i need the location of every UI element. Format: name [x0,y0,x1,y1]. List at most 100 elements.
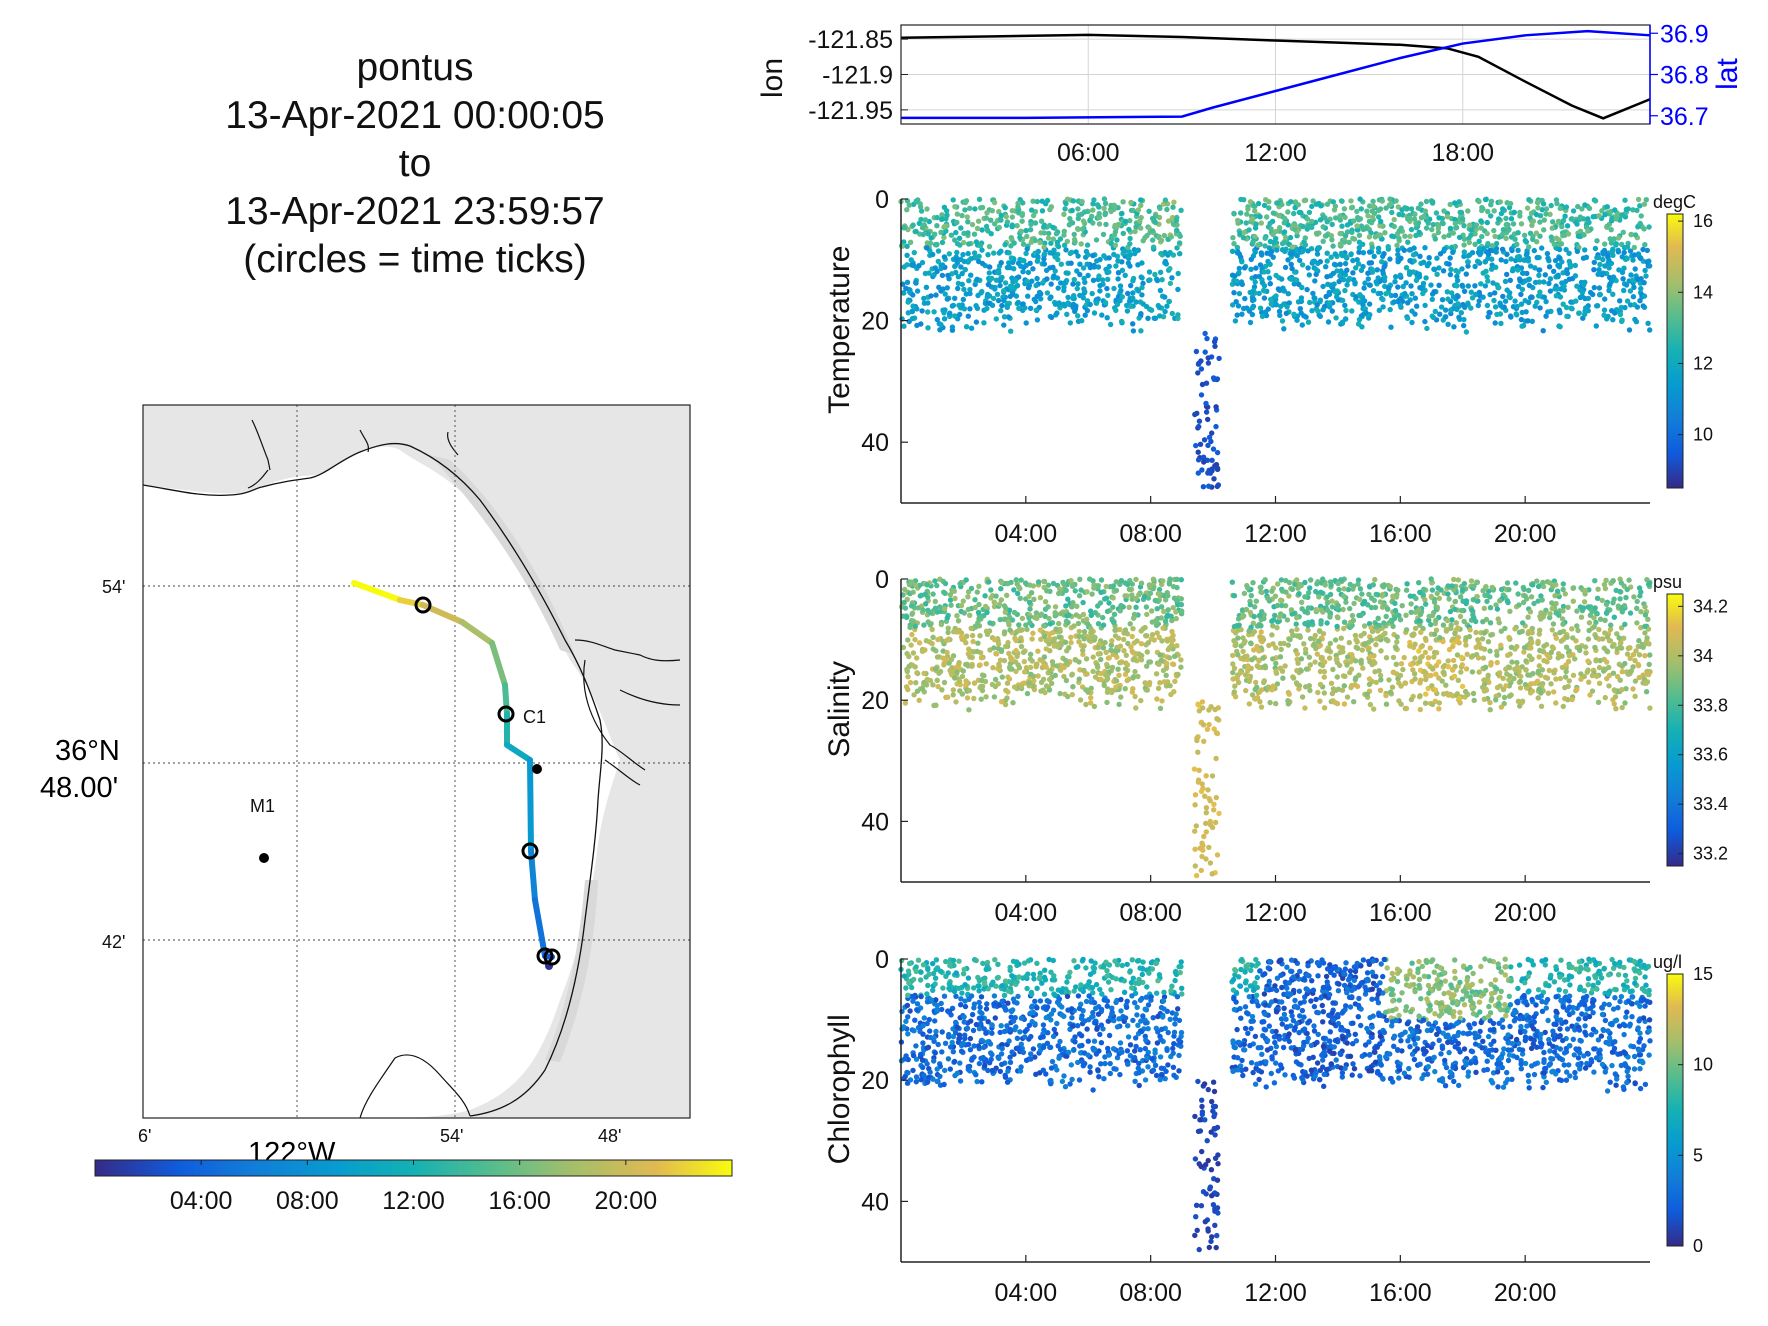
temp-data-point [1458,310,1465,316]
map-coast-detail-south [359,1054,471,1119]
temp-data-point [1355,261,1362,267]
temp-data-point [1491,227,1497,234]
temp-data-point [1043,267,1050,274]
sal-data-point [909,631,915,638]
map-coast-detail-north [247,419,459,489]
sal-data-point [1390,669,1397,675]
sal-data-point [1459,683,1466,690]
sal-data-point [1481,630,1488,636]
sal-data-point [1428,576,1434,582]
temp-data-point [1324,201,1331,207]
temp-data-point [1261,295,1268,301]
sal-data-point [1240,635,1246,641]
temp-data-point [1515,247,1521,253]
sal-data-point [1344,694,1351,700]
sal-data-point [986,579,992,585]
temp-data-point [1054,310,1060,316]
temp-data-point [1644,247,1651,254]
temp-data-point [1162,294,1168,300]
sal-data-point [1021,658,1027,665]
sal-data-point [1248,640,1254,646]
sal-data-point [1088,608,1094,614]
temp-data-point [1408,283,1414,289]
temp-data-point [1398,304,1404,310]
temp-data-point [1130,328,1137,334]
sal-data-point [1179,608,1185,614]
temp-data-point [919,225,926,231]
sal-data-point [1375,615,1381,621]
sal-data-point [966,707,972,713]
sal-data-point [1525,614,1531,620]
temp-data-point [1644,259,1650,265]
sal-data-point [1098,670,1104,677]
sal-data-point [1640,644,1646,650]
temp-data-point [1008,255,1015,261]
sal-data-point [1392,607,1399,614]
sal-data-point [932,666,939,672]
temp-data-point [1276,225,1283,231]
temp-data-point [1341,206,1348,212]
temp-data-point [1429,226,1435,233]
temp-data-point [1491,297,1497,304]
sal-data-point [1585,658,1591,664]
temp-data-point [981,320,987,326]
sal-data-point [1083,616,1090,622]
temp-data-point [1526,299,1532,306]
temp-colorbar [1666,213,1684,489]
temp-data-point [1044,197,1051,204]
sal-data-point [1305,590,1312,596]
temp-data-point [1249,289,1256,295]
sal-data-point [1507,608,1513,614]
temp-data-point [1332,289,1339,295]
sal-data-point [1152,597,1159,604]
temp-data-point [1320,224,1326,230]
temp-data-point [1488,213,1494,219]
sal-data-point [1522,593,1528,599]
sal-data-point [1129,581,1136,587]
temp-data-point [1281,220,1288,226]
temp-data-point [1637,220,1643,227]
sal-data-point [1393,661,1400,667]
temp-y-tick-label: 20 [861,308,889,336]
sal-data-point [1357,596,1363,603]
temp-data-point [1498,302,1504,309]
temp-data-point [901,225,907,231]
temp-data-point [1295,202,1302,208]
sal-data-point [1113,678,1120,684]
temp-data-point [1314,302,1320,308]
temp-data-point [1322,233,1329,239]
sal-data-point [979,677,985,684]
sal-data-point [912,636,918,643]
sal-data-point [1473,644,1479,650]
map-lat-tick-54: 54' [102,577,125,597]
sal-data-point [1072,588,1079,594]
sal-data-point [1267,699,1273,706]
temp-data-point [1630,294,1637,300]
sal-data-point [1157,680,1163,686]
sal-data-point [1285,701,1292,707]
sal-data-point [1436,700,1443,706]
sal-data-point [1541,657,1547,664]
temp-data-point [1249,311,1256,318]
temp-data-point [1364,208,1370,214]
temp-data-point [1434,255,1440,261]
temp-data-point [1252,233,1258,240]
sal-data-point [1063,587,1069,594]
temp-data-point [1645,320,1651,326]
temp-data-point [1434,271,1440,277]
temp-data-point [1095,264,1102,270]
sal-data-point [1538,690,1544,696]
sal-data-point [1516,629,1523,635]
temp-data-point [1315,245,1321,251]
temp-data-point [1126,226,1132,233]
sal-data-point [1324,607,1331,613]
sal-data-point [1577,604,1584,610]
temp-data-point [1424,325,1430,332]
sal-data-point [1278,613,1284,619]
sal-data-point [1518,673,1524,680]
sal-data-point [1232,642,1238,648]
sal-data-point [1172,678,1178,685]
sal-data-point [1359,591,1365,597]
sal-data-point [990,665,996,671]
